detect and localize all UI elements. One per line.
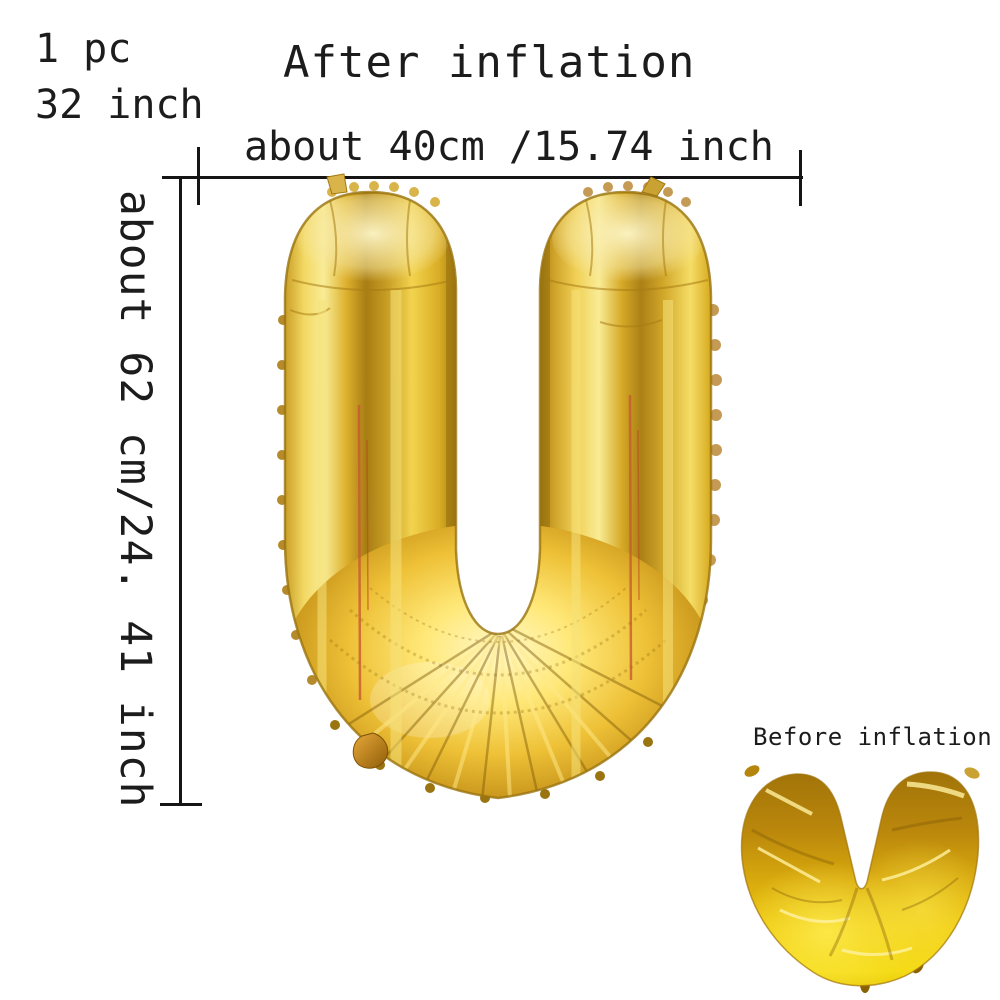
deflated-balloon-photo: [740, 765, 980, 993]
height-dimension-line: [179, 176, 182, 806]
width-tick-right: [799, 150, 802, 206]
width-dimension-label: about 40cm /15.74 inch: [244, 124, 774, 170]
after-inflation-title: After inflation: [283, 37, 696, 88]
quantity-label: 1 pc: [35, 26, 132, 72]
inflated-balloon-photo: [277, 173, 722, 803]
size-label: 32 inch: [35, 82, 204, 128]
balloon-valve-tab: [352, 732, 389, 769]
width-dimension-line: [162, 176, 803, 179]
height-tick-bottom: [160, 803, 202, 806]
height-dimension-label: about 62 cm/24. 41 inch: [110, 190, 161, 809]
before-inflation-label: Before inflation: [753, 723, 993, 751]
width-tick-left: [197, 147, 200, 205]
balloon-top-tab: [326, 173, 348, 195]
